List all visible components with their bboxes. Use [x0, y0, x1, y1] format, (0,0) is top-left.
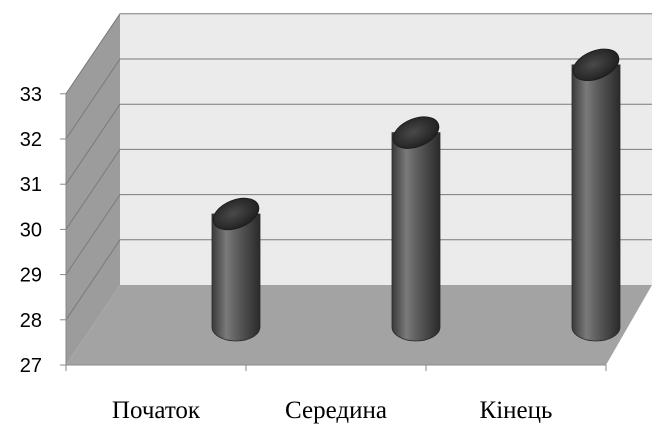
y-tick-label: 29: [20, 265, 42, 287]
y-tick-label: 30: [20, 219, 42, 241]
bars: [211, 48, 621, 342]
bar-body: [211, 213, 261, 342]
y-tick-label: 33: [20, 84, 42, 106]
grid-line: [65, 239, 652, 321]
bar: [211, 197, 261, 342]
bar-top: [572, 48, 620, 82]
grid-lines: [65, 13, 652, 321]
grid-line: [65, 103, 652, 185]
x-tick-labels: Початок Середина Кінець: [65, 365, 607, 424]
grid-line: [65, 194, 652, 275]
chart-floor: [66, 285, 652, 365]
y-tick-label: 31: [20, 174, 42, 196]
bar-body: [391, 132, 441, 342]
grid-line: [65, 148, 652, 230]
bar-top: [392, 116, 440, 149]
y-tick-label: 28: [20, 310, 42, 332]
y-tick-labels: 27 28 29 30 31 32 33: [20, 84, 66, 377]
bar-top: [212, 197, 260, 231]
bar-body: [571, 64, 621, 342]
bar: [391, 116, 441, 342]
y-tick-label: 32: [20, 129, 42, 151]
x-tick-label: Кінець: [480, 397, 553, 424]
bar: [571, 48, 621, 342]
x-tick-label: Початок: [112, 397, 201, 424]
y-tick-label: 27: [20, 355, 42, 377]
grid-line: [65, 13, 652, 95]
grid-line: [65, 58, 652, 140]
x-tick-label: Середина: [285, 397, 387, 424]
